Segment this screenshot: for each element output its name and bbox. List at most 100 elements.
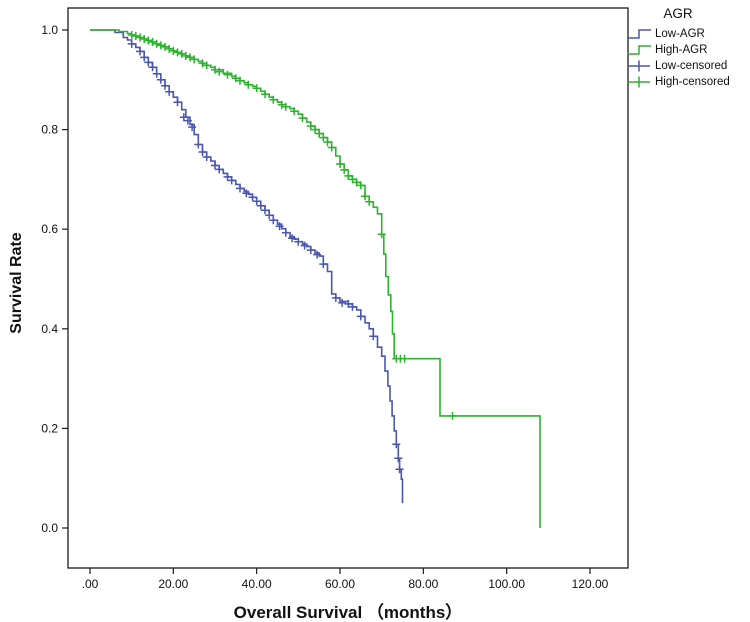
censor-mark-high-agr xyxy=(223,70,232,79)
high-censored-plus-marker-sample xyxy=(628,76,650,88)
censor-mark-high-agr xyxy=(169,46,178,55)
censor-mark-low-agr xyxy=(179,113,188,122)
high-agr-step-line-sample xyxy=(627,45,651,55)
censor-mark-high-agr xyxy=(131,32,140,40)
censor-mark-high-agr xyxy=(202,61,211,70)
x-tick-label: 20.00 xyxy=(158,577,188,591)
censor-mark-high-agr xyxy=(277,100,286,109)
legend-item-low-censored: Low-censored xyxy=(626,58,748,74)
censor-mark-high-agr xyxy=(231,74,240,83)
censor-mark-high-agr xyxy=(269,95,278,104)
censor-mark-high-agr xyxy=(127,31,136,39)
censor-mark-low-agr xyxy=(338,298,347,307)
low-agr-step-line-sample xyxy=(627,29,651,39)
censor-mark-low-agr xyxy=(392,440,401,449)
censor-mark-low-agr xyxy=(261,206,269,215)
legend-label-high-censored: High-censored xyxy=(655,76,730,88)
censor-mark-low-agr xyxy=(394,454,403,463)
censor-mark-high-agr xyxy=(161,42,169,51)
plot-frame xyxy=(67,7,629,569)
censor-mark-low-agr xyxy=(248,193,257,202)
censor-mark-high-agr xyxy=(186,53,194,62)
censor-mark-low-agr xyxy=(127,39,136,48)
censor-mark-low-agr xyxy=(395,465,404,474)
censor-mark-low-agr xyxy=(198,148,207,156)
x-tick-label: 120.00 xyxy=(572,577,609,591)
censor-mark-low-agr xyxy=(344,299,353,308)
survival-curve-low-agr xyxy=(90,29,404,504)
censor-mark-low-agr xyxy=(144,58,153,67)
censor-mark-high-agr xyxy=(211,65,219,74)
censor-mark-low-agr xyxy=(356,312,365,321)
censor-mark-high-agr xyxy=(356,181,365,190)
censor-mark-low-agr xyxy=(148,63,157,72)
censor-mark-low-agr xyxy=(188,123,197,132)
y-tick-label: 0.8 xyxy=(41,123,58,137)
censor-mark-high-agr xyxy=(319,133,328,142)
censor-mark-low-agr xyxy=(281,228,290,237)
censor-mark-low-agr xyxy=(265,211,274,220)
censor-mark-high-agr xyxy=(190,55,199,64)
censor-mark-high-agr xyxy=(377,230,386,239)
legend-item-low-agr: Low-AGR xyxy=(626,26,748,42)
legend-title: AGR xyxy=(663,6,693,21)
censor-mark-high-agr xyxy=(152,39,161,48)
censor-mark-low-agr xyxy=(236,184,244,193)
censor-mark-high-agr xyxy=(348,175,357,184)
survival-curve-high-agr xyxy=(90,29,541,528)
censor-mark-high-agr xyxy=(144,36,153,45)
x-tick-label: 40.00 xyxy=(242,577,272,591)
censor-mark-high-agr xyxy=(361,192,369,201)
censor-mark-low-agr xyxy=(223,172,232,181)
censor-mark-low-agr xyxy=(194,140,203,149)
censor-mark-low-agr xyxy=(288,234,297,243)
censor-mark-high-agr xyxy=(136,33,144,42)
censor-mark-high-agr xyxy=(352,178,361,187)
censor-mark-low-agr xyxy=(369,332,378,341)
legend-label-low-censored: Low-censored xyxy=(655,60,728,72)
censor-mark-low-agr xyxy=(165,87,174,96)
legend: AGR Low-AGR High-AGR Low-censored High-c… xyxy=(626,6,748,90)
censor-mark-high-agr xyxy=(140,35,149,43)
censor-mark-low-agr xyxy=(269,216,278,225)
censor-mark-low-agr xyxy=(152,69,161,78)
censor-mark-low-agr xyxy=(256,201,265,210)
censor-mark-low-agr xyxy=(348,302,357,311)
x-tick-label: 100.00 xyxy=(488,577,525,591)
x-tick-label: 60.00 xyxy=(325,577,355,591)
censor-mark-low-agr xyxy=(313,250,322,259)
censor-mark-low-agr xyxy=(300,241,309,250)
x-tick-label: 80.00 xyxy=(408,577,438,591)
y-tick-label: 0.0 xyxy=(41,521,58,535)
censor-mark-high-agr xyxy=(281,102,290,111)
censor-mark-high-agr xyxy=(177,49,186,58)
legend-item-high-agr: High-AGR xyxy=(626,42,748,58)
censor-mark-low-agr xyxy=(173,98,182,107)
censor-mark-high-agr xyxy=(400,354,409,363)
censor-mark-high-agr xyxy=(327,143,336,152)
censor-mark-high-agr xyxy=(198,59,207,68)
legend-label-low-agr: Low-AGR xyxy=(655,28,705,40)
censor-mark-high-agr xyxy=(148,38,157,46)
x-axis-title: Overall Survival （months） xyxy=(233,603,463,622)
censor-mark-high-agr xyxy=(311,125,319,134)
censor-mark-high-agr xyxy=(344,171,353,180)
censor-mark-high-agr xyxy=(156,41,165,50)
censor-mark-low-agr xyxy=(211,161,219,170)
censor-mark-high-agr xyxy=(298,114,307,123)
legend-label-high-agr: High-AGR xyxy=(655,44,708,56)
x-tick-label: .00 xyxy=(82,577,99,591)
censor-mark-low-agr xyxy=(227,176,236,185)
censor-mark-high-agr xyxy=(290,107,299,116)
y-tick-label: 0.6 xyxy=(41,222,58,236)
y-tick-label: 0.2 xyxy=(41,421,58,435)
censor-mark-high-agr xyxy=(236,76,244,85)
censor-mark-low-agr xyxy=(252,197,261,206)
censor-mark-low-agr xyxy=(183,116,192,125)
censor-mark-high-agr xyxy=(315,129,324,138)
censor-mark-high-agr xyxy=(181,51,190,60)
censor-mark-low-agr xyxy=(215,165,224,174)
y-tick-label: 1.0 xyxy=(41,23,58,37)
